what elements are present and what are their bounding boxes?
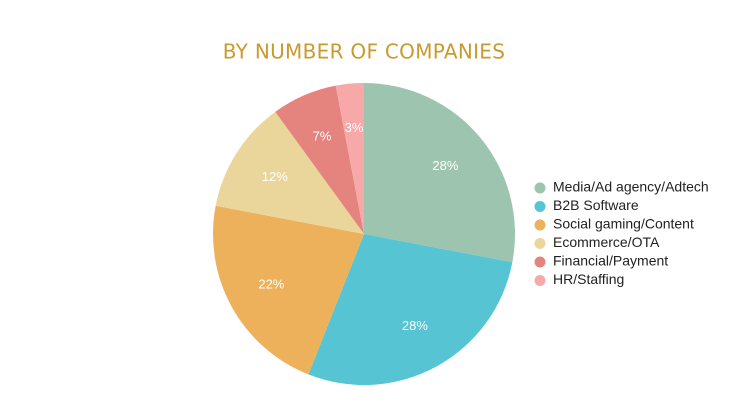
legend-swatch [534, 275, 546, 286]
pie-slice [364, 83, 515, 263]
legend-label: Social gaming/Content [553, 216, 694, 232]
legend-label: Media/Ad agency/Adtech [553, 179, 709, 195]
pie-slice [215, 111, 364, 234]
pie-slice [335, 83, 364, 234]
legend-label: Ecommerce/OTA [553, 234, 660, 250]
slice-label: 12% [262, 169, 288, 184]
chart-title: BY NUMBER OF COMPANIES [223, 40, 506, 64]
pie-slice [275, 85, 364, 234]
slice-label: 22% [258, 276, 284, 291]
pie-slice [308, 234, 513, 385]
legend-label: Financial/Payment [553, 253, 668, 269]
slice-label: 28% [432, 158, 458, 173]
legend-label: B2B Software [553, 197, 639, 213]
legend-label: HR/Staffing [553, 271, 624, 287]
slice-label: 7% [313, 128, 332, 143]
slice-label: 3% [345, 120, 364, 135]
legend-swatch [534, 238, 546, 249]
pie-slice [213, 205, 364, 375]
legend-swatch [534, 256, 546, 268]
legend-swatch [534, 201, 546, 212]
slice-label: 28% [402, 318, 428, 333]
legend-swatch [534, 182, 546, 194]
legend-swatch [534, 219, 546, 231]
